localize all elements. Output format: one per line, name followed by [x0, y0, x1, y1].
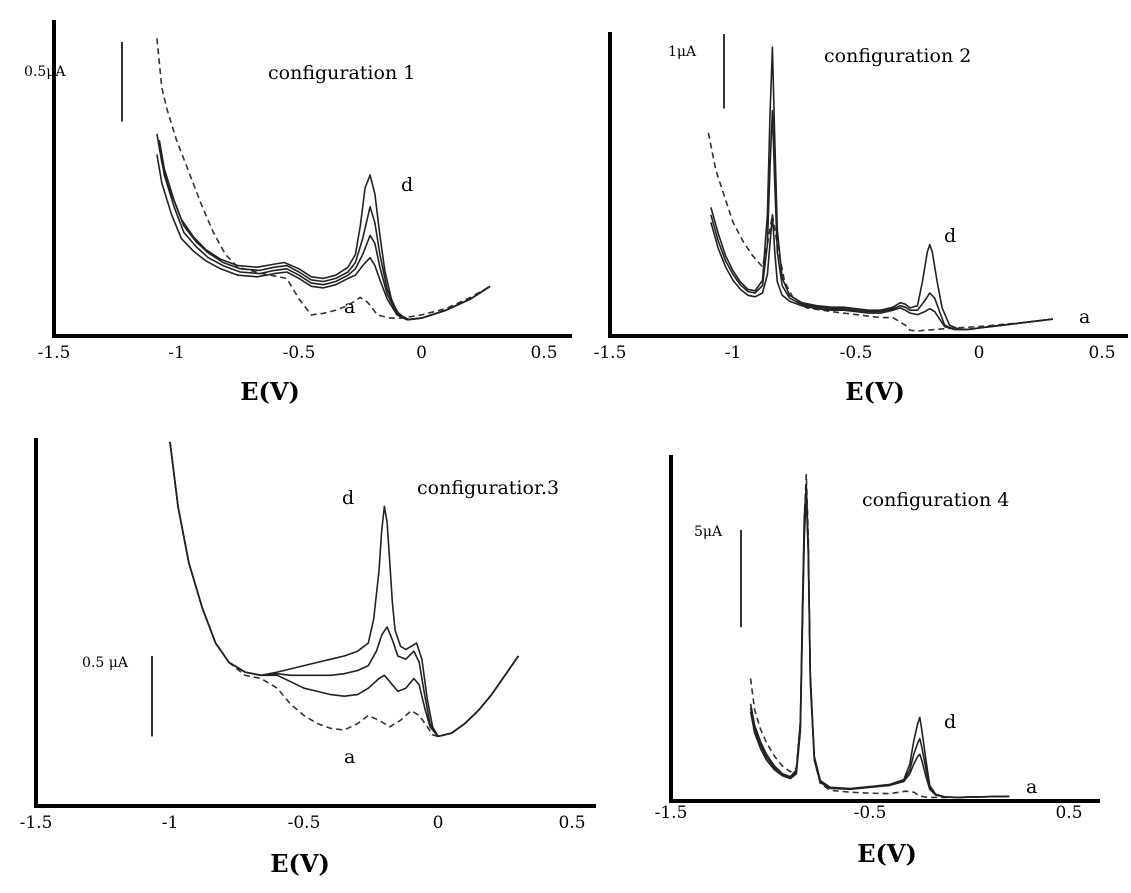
chart-title: configuration 1 — [268, 62, 415, 84]
series-line-5 — [157, 134, 490, 320]
x-tick-label: 0.5 — [558, 813, 585, 833]
x-tick-label: -1 — [168, 343, 185, 363]
scale-bar-label: 0.5 μA — [82, 655, 129, 671]
x-axis-label: E(V) — [270, 849, 330, 878]
series-line-4 — [159, 140, 490, 320]
series-line-4 — [751, 484, 1010, 797]
x-tick-label: 0 — [433, 813, 444, 833]
x-tick-label: -0.5 — [283, 343, 316, 363]
x-tick-label: 0.5 — [1088, 343, 1115, 363]
scale-bar-label: 1μA — [668, 44, 697, 60]
x-tick-label: -0.5 — [854, 803, 887, 823]
chart-title: configuration 2 — [824, 45, 971, 67]
x-tick-label: -0.5 — [840, 343, 873, 363]
series-line-2 — [157, 154, 490, 319]
series-line-2 — [751, 496, 1010, 798]
x-axis-label: E(V) — [857, 839, 917, 868]
panel-configuration-4: -1.5 -0.5 0.5 E(V) configuration 4 5μA d a — [655, 455, 1100, 868]
x-tick-label: 0 — [416, 343, 427, 363]
curve-label-top: d — [401, 174, 413, 196]
curve-label-top: d — [342, 487, 354, 509]
x-tick-label: -0.5 — [288, 813, 321, 833]
series-line-4 — [711, 47, 1053, 329]
curve-label-bottom: a — [1026, 776, 1037, 798]
chart-title: configuration 4 — [862, 489, 1009, 511]
x-tick-label: -1.5 — [655, 803, 688, 823]
scale-bar-label: 5μA — [694, 524, 723, 540]
curve-label-bottom: a — [1079, 306, 1090, 328]
curve-label-bottom: a — [344, 746, 355, 768]
series-line-2 — [711, 215, 1053, 330]
series-line-3 — [751, 490, 1010, 797]
x-tick-label: -1 — [725, 343, 742, 363]
series-line-1 — [751, 475, 1010, 798]
series-line-3 — [159, 146, 490, 319]
series-line-1 — [708, 133, 1052, 331]
curve-label-bottom: a — [344, 296, 355, 318]
curve-label-top: d — [944, 225, 956, 247]
panel-configuration-2: -1.5 -1 -0.5 0 0.5 E(V) configuration 2 1μA d a — [594, 32, 1128, 406]
x-axis-label: E(V) — [240, 377, 300, 406]
x-tick-label: -1 — [162, 813, 179, 833]
scale-bar-label: 0.5μA — [24, 64, 66, 80]
chart-title: configuratior.3 — [417, 477, 559, 499]
x-tick-label: -1.5 — [20, 813, 53, 833]
curve-label-top: d — [944, 711, 956, 733]
x-axis-label: E(V) — [845, 377, 905, 406]
x-tick-label: 0.5 — [1055, 803, 1082, 823]
x-tick-label: 0 — [974, 343, 985, 363]
panel-configuration-1: -1.5 -1 -0.5 0 0.5 E(V) configuration 1 0.5μA d a — [24, 20, 572, 406]
x-tick-label: -1.5 — [38, 343, 71, 363]
x-tick-label: 0.5 — [530, 343, 557, 363]
x-tick-label: -1.5 — [594, 343, 627, 363]
series-line-3 — [711, 111, 1053, 330]
panel-configuration-3: -1.5 -1 -0.5 0 0.5 E(V) configuratior.3 0.5 μA d… — [20, 438, 596, 878]
